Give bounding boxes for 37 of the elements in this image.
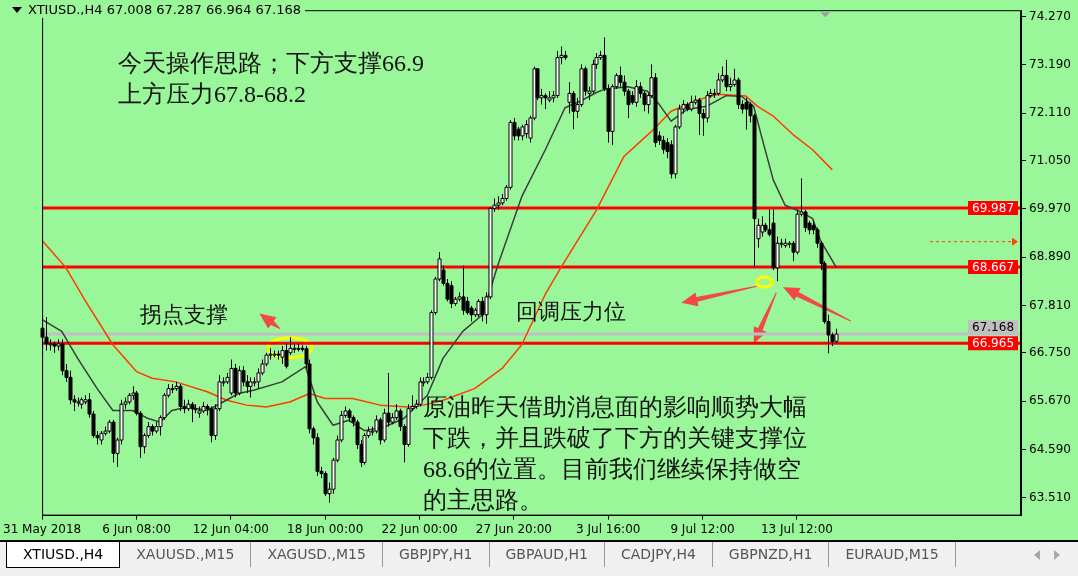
x-tick-label: 31 May 2018 [3, 521, 82, 536]
x-tick-label: 3 Jul 16:00 [576, 521, 641, 536]
text: EURAUD,M15 [829, 542, 956, 567]
annotation: 原油昨天借助消息面的影响顺势大幅下跌，并且跌破了下方的关键支撑位68.6的位置。目前我们继续保持做空的主思路。 [423, 393, 808, 515]
y-tick-label: 74.270 [1029, 8, 1072, 23]
ref-line-label: 69.987 [972, 201, 1015, 216]
annotation: 今天操作思路；下方支撑66.9 [118, 49, 424, 78]
x-tick-label: 27 Jun 20:00 [475, 521, 552, 536]
x-tick-label: 18 Jun 00:00 [287, 521, 364, 536]
y-tick-label: 66.750 [1029, 344, 1072, 359]
x-tick-label: 13 Jul 12:00 [760, 521, 833, 536]
x-tick-label: 12 Jun 04:00 [192, 521, 269, 536]
y-tick-label: 65.670 [1029, 393, 1072, 408]
y-tick-label: 71.050 [1029, 152, 1072, 167]
ref-line-label: 68.667 [972, 260, 1015, 275]
text: CADJPY,H4 [605, 542, 713, 567]
text: XAUUSD.,M15 [120, 542, 252, 567]
y-tick-label: 63.510 [1029, 489, 1072, 504]
chart-title: XTIUSD.,H4 67.008 67.287 66.964 67.168 [28, 2, 302, 17]
x-tick-label: 22 Jun 00:00 [381, 521, 458, 536]
text: GBPNZD,H1 [712, 542, 830, 567]
text: GBPJPY,H1 [382, 542, 490, 567]
text: GBPAUD,H1 [489, 542, 605, 567]
x-tick-label: 6 Jun 08:00 [102, 521, 171, 536]
y-tick-label: 67.810 [1029, 297, 1072, 312]
annotation: 拐点支撑 [140, 301, 228, 329]
y-tick-label: 64.590 [1029, 441, 1072, 456]
ref-line-label: 66.965 [972, 336, 1015, 351]
text: XAGUSD.,M15 [251, 542, 383, 567]
y-tick-label: 68.890 [1029, 249, 1072, 264]
x-tick-label: 9 Jul 12:00 [670, 521, 735, 536]
ref-line-label: 67.168 [972, 320, 1015, 335]
y-tick-label: 69.970 [1029, 200, 1072, 215]
annotation: 回调压力位 [516, 298, 626, 326]
annotation: 上方压力67.8-68.2 [118, 80, 306, 109]
y-tick-label: 72.110 [1029, 105, 1072, 120]
y-tick-label: 73.190 [1029, 56, 1072, 71]
